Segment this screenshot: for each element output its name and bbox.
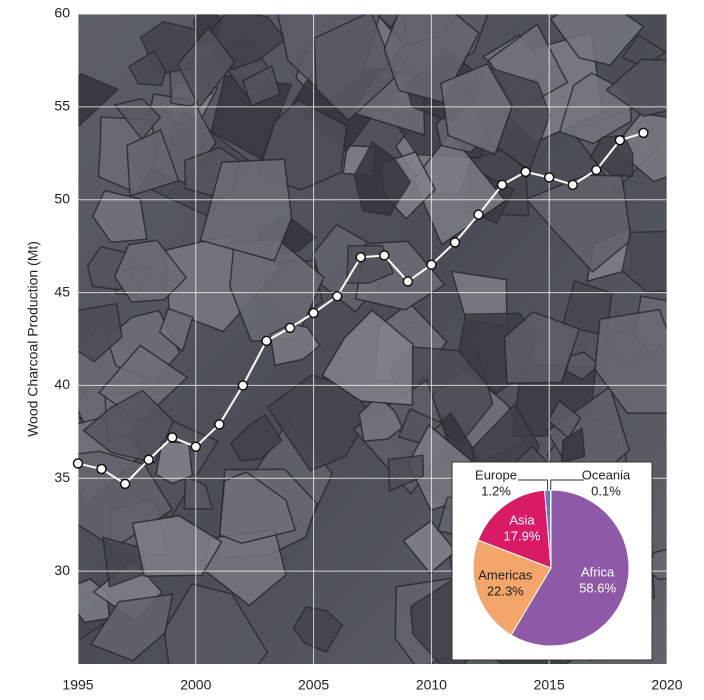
pie-value-label: 0.1% xyxy=(591,483,621,498)
pie-value-label: 58.6% xyxy=(579,580,616,595)
y-tick-label: 35 xyxy=(54,469,70,485)
point xyxy=(238,381,247,390)
point xyxy=(333,292,342,301)
x-tick-label: 2015 xyxy=(534,677,565,693)
x-tick-label: 1995 xyxy=(62,677,93,693)
pie-value-label: 17.9% xyxy=(504,529,541,544)
chart: Wood Charcoal Production (Mt) 30 35 40 45 50… xyxy=(0,0,704,695)
y-tick-label: 60 xyxy=(54,5,70,21)
point xyxy=(450,238,459,247)
point xyxy=(121,479,130,488)
point xyxy=(168,433,177,442)
pie-value-label: 22.3% xyxy=(487,583,524,598)
point xyxy=(403,277,412,286)
pie-label: Oceania xyxy=(582,467,631,482)
point xyxy=(144,455,153,464)
point xyxy=(568,180,577,189)
point xyxy=(521,167,530,176)
pie-value-label: 1.2% xyxy=(481,483,511,498)
point xyxy=(380,251,389,260)
x-tick-label: 2020 xyxy=(651,677,682,693)
point xyxy=(262,336,271,345)
y-tick-label: 45 xyxy=(54,283,70,299)
point xyxy=(74,459,83,468)
x-tick-label: 2005 xyxy=(298,677,329,693)
point xyxy=(356,253,365,262)
point xyxy=(309,309,318,318)
point xyxy=(592,166,601,175)
point xyxy=(639,128,648,137)
pie-label: Africa xyxy=(581,564,615,579)
pie-label: Americas xyxy=(478,567,533,582)
pie-label: Europe xyxy=(475,467,517,482)
point xyxy=(286,323,295,332)
point xyxy=(474,210,483,219)
point xyxy=(615,136,624,145)
point xyxy=(427,260,436,269)
point xyxy=(215,420,224,429)
y-tick-label: 55 xyxy=(54,98,70,114)
y-axis-label: Wood Charcoal Production (Mt) xyxy=(25,241,41,437)
x-tick-label: 2000 xyxy=(180,677,211,693)
pie-label: Asia xyxy=(509,513,535,528)
y-tick-label: 30 xyxy=(54,562,70,578)
point xyxy=(545,173,554,182)
y-tick-label: 50 xyxy=(54,190,70,206)
x-tick-label: 2010 xyxy=(416,677,447,693)
point xyxy=(97,465,106,474)
point xyxy=(191,442,200,451)
point xyxy=(498,180,507,189)
y-tick-label: 40 xyxy=(54,376,70,392)
